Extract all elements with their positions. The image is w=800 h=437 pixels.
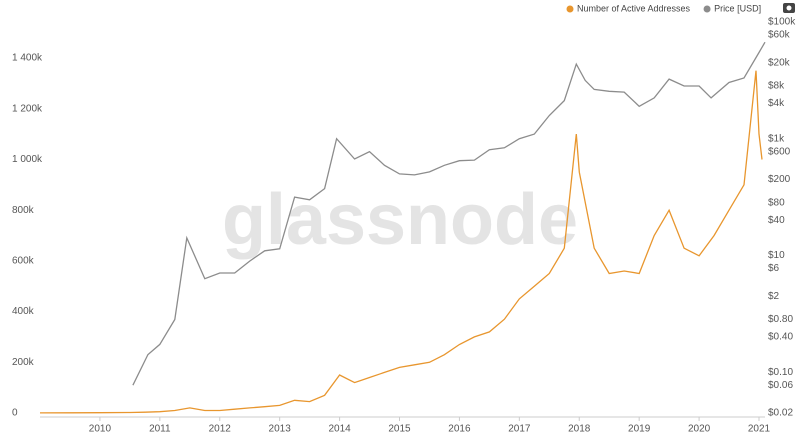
x-tick-label: 2017 bbox=[508, 424, 531, 435]
x-tick-label: 2021 bbox=[748, 424, 771, 435]
x-tick-label: 2016 bbox=[448, 424, 471, 435]
y-tick-label: 200k bbox=[12, 357, 35, 368]
y2-tick-label: $600 bbox=[768, 146, 791, 157]
y2-tick-label: $6 bbox=[768, 263, 780, 274]
camera-icon[interactable] bbox=[783, 3, 795, 13]
x-tick-label: 2019 bbox=[628, 424, 651, 435]
legend-label: Price [USD] bbox=[714, 3, 761, 13]
y2-tick-label: $4k bbox=[768, 98, 785, 109]
y2-tick-label: $2 bbox=[768, 291, 780, 302]
x-tick-label: 2010 bbox=[89, 424, 112, 435]
x-tick-label: 2011 bbox=[149, 424, 171, 435]
y2-tick-label: $200 bbox=[768, 174, 791, 185]
y-tick-label: 600k bbox=[12, 256, 35, 267]
y2-tick-label: $0.10 bbox=[768, 367, 793, 378]
legend-marker bbox=[566, 5, 574, 13]
x-tick-label: 2018 bbox=[568, 424, 591, 435]
y-tick-label: 1 000k bbox=[12, 154, 43, 165]
legend-marker bbox=[703, 5, 711, 13]
series-line bbox=[132, 41, 766, 386]
y-tick-label: 800k bbox=[12, 205, 35, 216]
y2-tick-label: $100k bbox=[768, 17, 796, 28]
y2-tick-label: $60k bbox=[768, 30, 791, 41]
x-tick-label: 2012 bbox=[209, 424, 232, 435]
y-tick-label: 1 200k bbox=[12, 103, 43, 114]
legend-label: Number of Active Addresses bbox=[577, 3, 691, 13]
y-tick-label: 0 bbox=[12, 408, 18, 419]
x-tick-label: 2014 bbox=[328, 424, 351, 435]
y-tick-label: 1 400k bbox=[12, 53, 43, 64]
y2-tick-label: $1k bbox=[768, 133, 785, 144]
x-tick-label: 2020 bbox=[688, 424, 711, 435]
y-tick-label: 400k bbox=[12, 306, 35, 317]
x-tick-label: 2013 bbox=[269, 424, 292, 435]
watermark: glassnode bbox=[222, 180, 578, 260]
y2-tick-label: $80 bbox=[768, 197, 785, 208]
y2-tick-label: $8k bbox=[768, 81, 785, 92]
y2-tick-label: $0.06 bbox=[768, 380, 793, 391]
y2-tick-label: $0.40 bbox=[768, 332, 793, 343]
y2-tick-label: $20k bbox=[768, 57, 791, 68]
y2-tick-label: $10 bbox=[768, 250, 785, 261]
x-tick-label: 2015 bbox=[388, 424, 411, 435]
y2-tick-label: $40 bbox=[768, 215, 785, 226]
y2-tick-label: $0.80 bbox=[768, 314, 793, 325]
series-line bbox=[39, 70, 763, 414]
y2-tick-label: $0.02 bbox=[768, 408, 793, 419]
